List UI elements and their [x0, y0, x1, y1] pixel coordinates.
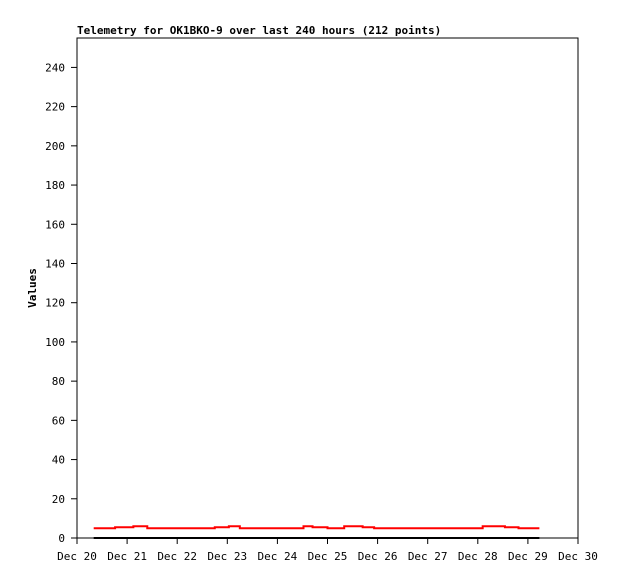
x-tick-label: Dec 21 — [107, 550, 147, 563]
y-tick-label: 240 — [45, 61, 65, 74]
x-tick-label: Dec 26 — [358, 550, 398, 563]
y-tick-label: 40 — [52, 454, 65, 467]
plot-frame — [76, 37, 579, 539]
y-tick-label: 180 — [45, 179, 65, 192]
chart-title: Telemetry for OK1BKO-9 over last 240 hou… — [77, 24, 441, 37]
y-axis-label: Values — [26, 268, 39, 308]
x-tick-label: Dec 29 — [508, 550, 548, 563]
y-tick-label: 60 — [52, 414, 65, 427]
x-tick-label: Dec 25 — [308, 550, 348, 563]
y-tick-label: 220 — [45, 101, 65, 114]
y-tick-label: 200 — [45, 140, 65, 153]
series-line-0 — [93, 525, 540, 530]
y-tick-label: 160 — [45, 218, 65, 231]
x-tick-label: Dec 24 — [258, 550, 298, 563]
y-tick-label: 120 — [45, 297, 65, 310]
y-tick-label: 20 — [52, 493, 65, 506]
x-tick-label: Dec 20 — [57, 550, 97, 563]
y-tick-label: 0 — [58, 532, 65, 545]
x-tick-label: Dec 28 — [458, 550, 498, 563]
x-tick-label: Dec 22 — [157, 550, 197, 563]
y-tick-label: 80 — [52, 375, 65, 388]
x-tick-label: Dec 23 — [207, 550, 247, 563]
y-tick-label: 140 — [45, 257, 65, 270]
x-tick-label: Dec 30 — [558, 550, 598, 563]
y-tick-label: 100 — [45, 336, 65, 349]
x-tick-label: Dec 27 — [408, 550, 448, 563]
